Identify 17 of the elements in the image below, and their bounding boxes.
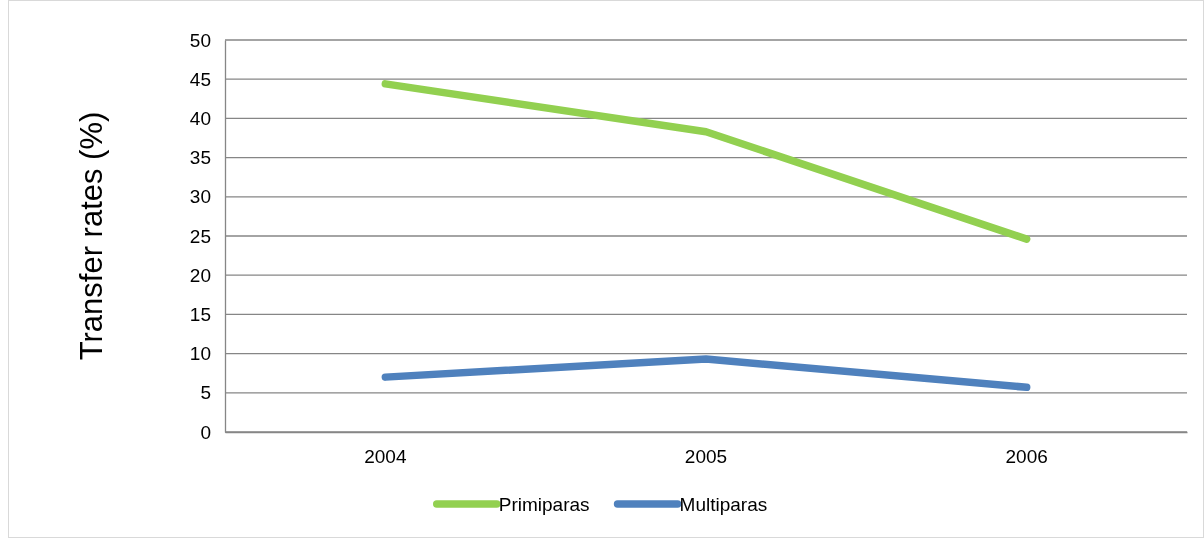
y-tick-label: 10 <box>189 343 211 365</box>
y-tick-label: 5 <box>200 382 211 404</box>
y-tick-label: 0 <box>200 421 211 443</box>
y-tick-label: 30 <box>189 186 211 208</box>
y-tick-label: 40 <box>189 107 211 129</box>
legend-label: Primiparas <box>498 494 590 515</box>
x-tick-label: 2005 <box>684 446 728 468</box>
x-tick-label: 2006 <box>1005 446 1048 468</box>
y-tick-label: 25 <box>189 225 211 247</box>
y-axis-title: Transfer rates (%) <box>74 111 109 361</box>
x-tick-label: 2004 <box>364 446 407 468</box>
legend-label: Multiparas <box>679 494 768 515</box>
y-tick-label: 35 <box>189 147 211 169</box>
y-tick-label: 50 <box>189 29 211 51</box>
y-tick-label: 15 <box>189 303 211 325</box>
y-tick-label: 20 <box>189 264 211 286</box>
y-tick-label: 45 <box>189 68 211 90</box>
